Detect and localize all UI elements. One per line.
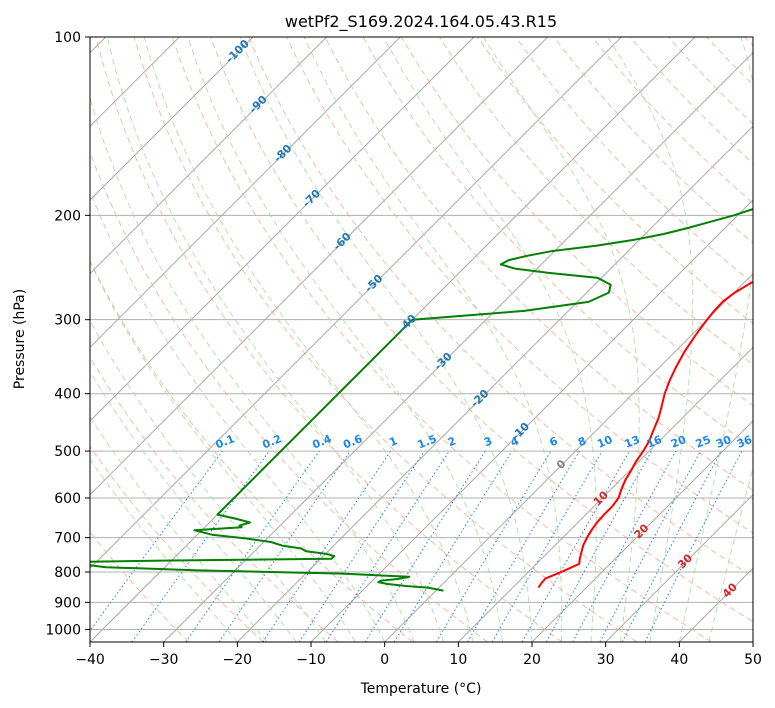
- y-tick-label: 100: [54, 30, 81, 46]
- moist-adiabat-line: [106, 37, 445, 642]
- moist-adiabat-line: [90, 370, 297, 642]
- mixing-ratio-label: 1: [387, 434, 399, 449]
- x-axis: −40 −30 −20 −10 0 10 20 30 40 50: [75, 642, 762, 668]
- y-axis-label: Pressure (hPa): [12, 289, 28, 389]
- series-layer: [90, 207, 753, 592]
- x-tick-label: −20: [223, 652, 253, 668]
- x-tick-label: 30: [597, 652, 615, 668]
- moist-adiabat-line: [239, 37, 533, 642]
- moist-adiabat-line: [90, 416, 268, 642]
- mixing-ratio-label: 8: [576, 434, 588, 449]
- chart-title: wetPf2_S169.2024.164.05.43.R15: [285, 12, 557, 32]
- y-tick-label: 500: [54, 444, 81, 460]
- mixing-ratio-line: [572, 450, 677, 642]
- moist-adiabat-line: [607, 37, 694, 642]
- dry-adiabat-line: [133, 37, 638, 642]
- moist-adiabat-line: [90, 189, 386, 642]
- x-axis-label: Temperature (°C): [360, 681, 482, 697]
- y-tick-label: 400: [54, 387, 81, 403]
- mixing-ratio-line: [298, 450, 425, 642]
- y-tick-label: 300: [54, 313, 81, 329]
- mixing-ratio-line: [521, 450, 630, 642]
- isotherm-line: [384, 272, 753, 642]
- mixing-ratio-line: [90, 450, 223, 632]
- grid-layer: [90, 37, 753, 642]
- y-axis: 100 200 300 400 500 600 700 800 900 1000: [45, 30, 90, 638]
- plot-frame: [89, 36, 754, 643]
- mixing-ratio-line: [393, 450, 513, 642]
- mixing-ratio-label: 30: [714, 433, 733, 451]
- isotherm-line: [605, 493, 753, 642]
- mixing-ratio-line: [218, 450, 351, 642]
- mixing-ratio-label: 16: [645, 433, 664, 451]
- isotherm-line: [752, 641, 753, 642]
- dry-adiabat-line: [286, 37, 753, 534]
- mixing-ratio-label: 3: [482, 434, 494, 449]
- isotherm-line: [90, 37, 549, 496]
- x-tick-label: −10: [296, 652, 326, 668]
- dry-adiabat-line: [171, 37, 712, 642]
- mixing-ratio-line: [644, 450, 743, 642]
- y-tick-label: 200: [54, 208, 81, 224]
- y-tick-label: 600: [54, 491, 81, 507]
- dry-adiabat-line: [90, 445, 264, 642]
- moist-adiabat-line: [678, 37, 753, 642]
- mixing-ratio-label: 20: [669, 433, 688, 451]
- x-tick-label: −30: [149, 652, 179, 668]
- moist-adiabat-line: [143, 37, 474, 642]
- isotherm-line: [90, 37, 328, 275]
- isotherm-line: [236, 125, 753, 642]
- x-tick-label: 40: [670, 652, 688, 668]
- dry-adiabat-line: [95, 37, 563, 642]
- mixing-ratio-label: 25: [694, 433, 713, 451]
- isotherm-line: [90, 37, 402, 349]
- x-tick-label: −40: [75, 652, 105, 668]
- moist-adiabat-line: [482, 37, 640, 642]
- moist-adiabat-line: [383, 37, 597, 642]
- dry-adiabat-line: [515, 37, 753, 284]
- moist-adiabat-line: [90, 319, 327, 642]
- moist-adiabat-line: [708, 466, 753, 642]
- temperature-trace: [537, 280, 753, 589]
- isotherm-line: [163, 51, 753, 642]
- dry-adiabat-line: [90, 259, 414, 642]
- mixing-ratio-label: 36: [735, 433, 754, 451]
- moist-adiabat-line: [187, 37, 503, 642]
- y-tick-label: 800: [54, 565, 81, 581]
- mixing-ratio-label: 13: [623, 433, 642, 451]
- x-tick-label: 10: [449, 652, 467, 668]
- isotherm-line: [90, 37, 623, 570]
- mixing-ratio-line: [185, 450, 320, 642]
- moist-adiabat-line: [303, 37, 563, 642]
- dry-adiabat-line: [210, 37, 753, 623]
- plot-background: [90, 37, 753, 642]
- mixing-ratio-line: [325, 450, 450, 642]
- isotherm-line: [90, 37, 475, 422]
- dry-adiabat-line: [90, 356, 339, 642]
- mixing-ratio-label: 2: [446, 434, 458, 449]
- mixing-ratio-line: [262, 450, 392, 642]
- dewpoint-trace: [90, 207, 753, 592]
- background-lines: [90, 37, 753, 642]
- moist-adiabat-line: [90, 96, 415, 642]
- isotherm-line: [90, 37, 254, 201]
- mixing-ratio-label: 10: [595, 433, 614, 451]
- y-tick-label: 900: [54, 595, 81, 611]
- isotherm-line: [310, 199, 753, 642]
- mixing-ratio-line: [545, 450, 653, 642]
- moist-adiabat-line: [90, 260, 356, 642]
- moist-adiabat-line: [90, 458, 238, 642]
- x-tick-label: 0: [380, 652, 389, 668]
- x-tick-label: 50: [744, 652, 762, 668]
- isotherm-line: [531, 420, 753, 642]
- y-tick-label: 1000: [45, 622, 81, 638]
- x-tick-label: 20: [523, 652, 541, 668]
- y-tick-label: 700: [54, 531, 81, 547]
- mixing-ratio-line: [131, 450, 270, 642]
